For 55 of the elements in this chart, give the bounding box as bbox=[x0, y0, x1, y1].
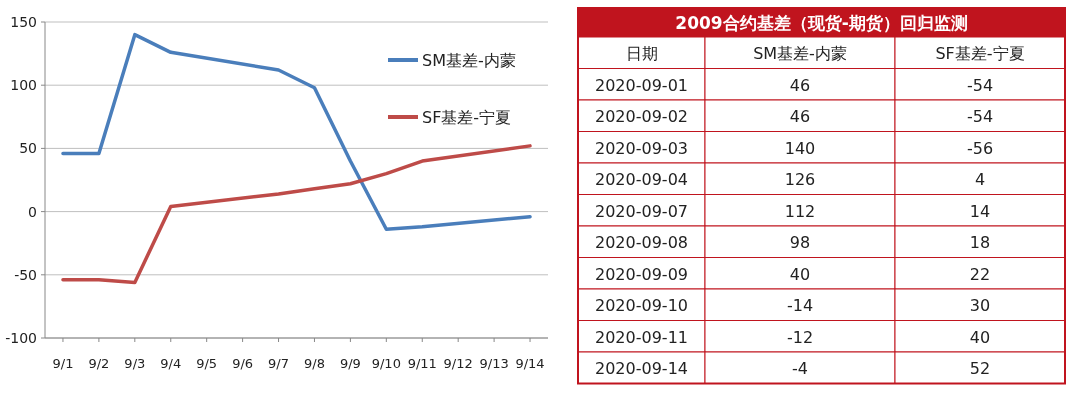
y-tick-label: 100 bbox=[10, 77, 37, 94]
y-tick-label: 2020-09-04 bbox=[595, 170, 688, 189]
data-label: 40 bbox=[969, 327, 991, 347]
y-tick-label: 50 bbox=[19, 140, 37, 157]
x-tick-label: 9/8 bbox=[304, 356, 325, 371]
data-label: -12 bbox=[786, 327, 814, 347]
x-tick-label: 9/6 bbox=[232, 356, 254, 371]
data-label: -56 bbox=[966, 138, 994, 158]
data-label: 126 bbox=[784, 170, 816, 189]
data-label: -4 bbox=[792, 359, 808, 378]
data-label: -54 bbox=[966, 107, 994, 126]
y-tick-label: 2020-09-11 bbox=[595, 327, 688, 347]
x-tick-label: 9/13 bbox=[479, 356, 509, 371]
line-series bbox=[61, 32, 532, 232]
data-label: 46 bbox=[789, 75, 811, 95]
y-tick-label: 2020-09-02 bbox=[595, 107, 688, 126]
legend-label: SF基差-宁夏 bbox=[422, 108, 512, 127]
data-label: -54 bbox=[966, 75, 994, 95]
x-tick-label: 9/9 bbox=[339, 356, 361, 371]
x-tick-label: 9/14 bbox=[515, 356, 545, 371]
data-label: 52 bbox=[969, 359, 991, 378]
data-label: 140 bbox=[784, 138, 816, 158]
y-tick-label: 2020-09-08 bbox=[595, 233, 688, 252]
y-tick-label: 2020-09-01 bbox=[595, 75, 688, 95]
y-tick-label: 2020-09-14 bbox=[595, 359, 688, 378]
y-tick-label: 2020-09-03 bbox=[595, 138, 688, 158]
data-label: 4 bbox=[974, 170, 986, 189]
x-tick-label: 9/4 bbox=[160, 356, 182, 371]
y-tick-label: 2020-09-10 bbox=[595, 296, 688, 315]
x-tick-label: 9/10 bbox=[371, 356, 401, 371]
y-tick-label: 2020-09-09 bbox=[595, 264, 688, 284]
x-tick-label: 9/1 bbox=[52, 356, 74, 371]
data-label: 46 bbox=[789, 107, 811, 126]
data-label: 22 bbox=[969, 264, 991, 284]
data-label: 30 bbox=[969, 296, 991, 315]
data-label: 40 bbox=[789, 264, 811, 284]
data-label: 98 bbox=[789, 233, 811, 252]
data-label: 14 bbox=[969, 201, 991, 221]
x-tick-label: 9/3 bbox=[124, 356, 146, 371]
x-tick-label: 9/7 bbox=[268, 356, 289, 371]
data-label: 18 bbox=[969, 233, 991, 252]
y-tick-label: 150 bbox=[10, 14, 37, 30]
x-tick-label: 9/5 bbox=[196, 356, 218, 371]
x-tick-label: 9/11 bbox=[407, 356, 437, 371]
x-tick-label: 9/12 bbox=[443, 356, 473, 371]
data-label: 112 bbox=[784, 201, 816, 221]
line-series bbox=[61, 144, 532, 285]
y-axis-title: 日期 bbox=[625, 44, 658, 63]
x-tick-label: 9/2 bbox=[88, 356, 110, 371]
chart-title: 2009合约基差（现货-期货）回归监测 bbox=[675, 13, 968, 33]
data-label: -14 bbox=[786, 296, 814, 315]
y-tick-label: 2020-09-07 bbox=[595, 201, 688, 221]
y-tick-label: -100 bbox=[5, 330, 37, 346]
y-tick-label: -50 bbox=[14, 266, 37, 283]
y-tick-label: 0 bbox=[28, 203, 37, 220]
